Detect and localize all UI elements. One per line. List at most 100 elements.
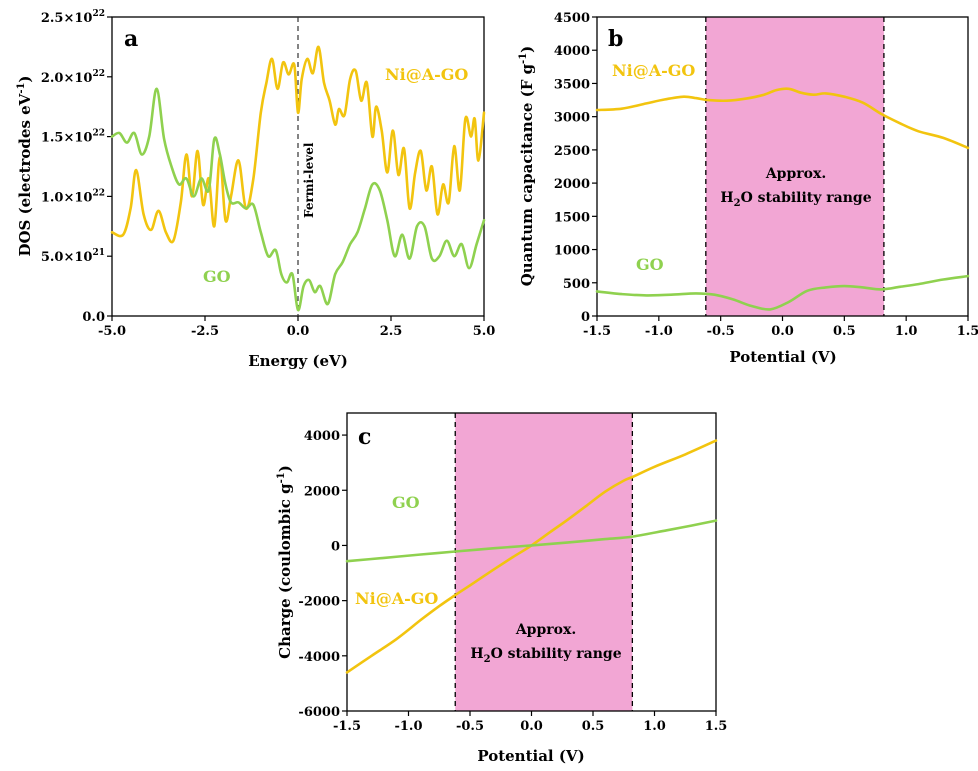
panel-b-xtick-label: -1.5 [583, 324, 611, 339]
panel-a-label: a [124, 26, 138, 52]
panel-c-region-text-1: Approx. [515, 622, 576, 638]
panel-a-ytick-exp: 22 [92, 129, 105, 139]
panel-a-ytick-label: 2.5×1022 [41, 9, 105, 26]
panel-c-ni-annotation: Ni@A-GO [355, 589, 438, 608]
panel-c-ytick-label: -2000 [298, 595, 340, 610]
panel-a-ytick-label: 1.0×1022 [41, 188, 105, 205]
panel-b-ytick-label: 3000 [554, 111, 590, 126]
panel-b-ytick-label: 1000 [554, 244, 590, 259]
panel-a: -5.0 -2.5 0.0 2.5 5.00.05.0×10211.0×10221.5×… [16, 9, 495, 370]
panel-a-ylabel-text: DOS (electrodes eV [16, 93, 34, 256]
panel-c-region-text-2: H2O stability range [470, 646, 621, 665]
panel-a-ytick-base: 0.0 [82, 310, 105, 325]
panel-a-ni-annotation: Ni@A-GO [385, 65, 468, 84]
panel-b: -1.5 -1.0 -0.5 0.0 0.5 1.0 1.5 0 500 1000 1500 2000… [518, 11, 978, 366]
panel-a-series-go [110, 87, 486, 312]
panel-b-xtick-label: 1.5 [957, 324, 978, 339]
panel-a-fermi-label: Fermi-level [302, 142, 316, 218]
panel-c-region-rest: O stability range [491, 646, 622, 662]
panel-b-series-ni-a-go [595, 87, 970, 150]
panel-c-xtick-label: 1.0 [643, 719, 666, 734]
panel-c-ylabel: Charge (coulombic g-1) [276, 465, 294, 659]
panel-b-ylabel: Quantum capacitance (F g-1) [518, 46, 536, 287]
panel-a-ytick-label: 0.0 [82, 310, 105, 325]
panel-a-xtick-label: 0.0 [287, 324, 310, 339]
panel-c-ytick-label: 0 [331, 539, 340, 554]
panel-a-ytick-label: 2.0×1022 [41, 69, 105, 86]
panel-a-series [110, 45, 486, 312]
panel-b-ylabel-end: ) [518, 46, 536, 53]
panel-b-ytick-label: 500 [563, 277, 590, 292]
panel-a-xtick-label: 5.0 [473, 324, 496, 339]
panel-a-xtick-label: 2.5 [380, 324, 403, 339]
panel-a-xlabel: Energy (eV) [248, 352, 348, 370]
panel-b-region-text-2: H2O stability range [720, 190, 871, 209]
panel-c-ticks: -1.5 -1.0 -0.5 0.0 0.5 1.0 1.5 -6000 -4000 -2000 0… [298, 413, 727, 734]
panel-b-region-rest: O stability range [741, 190, 872, 206]
panel-c-xtick-label: 1.5 [705, 719, 728, 734]
panel-a-ytick-base: 2.0×10 [41, 71, 93, 86]
panel-b-go-annotation: GO [636, 255, 664, 274]
panel-a-ytick-base: 2.5×10 [41, 11, 93, 26]
panel-a-xtick-label: -2.5 [191, 324, 219, 339]
panel-b-stability-region [705, 17, 884, 316]
panel-b-xtick-label: 0.5 [833, 324, 856, 339]
panel-a-ytick-base: 5.0×10 [41, 250, 93, 265]
panel-c-ylabel-sup: -1 [276, 472, 287, 483]
panel-b-region-sub: 2 [734, 198, 741, 209]
panel-c-stability-region [455, 413, 633, 711]
panel-c-ylabel-end: ) [276, 465, 294, 472]
panel-b-ytick-label: 1500 [554, 210, 590, 225]
panel-c-ylabel-text: Charge (coulombic g [276, 483, 294, 659]
panel-a-ytick-exp: 22 [92, 69, 105, 79]
panel-c-series-go [345, 519, 718, 563]
panel-c-ytick-label: 4000 [304, 429, 340, 444]
panel-c-xtick-label: -1.5 [333, 719, 361, 734]
panel-a-go-annotation: GO [203, 267, 231, 286]
panel-b-xtick-label: 0.0 [771, 324, 794, 339]
panel-c-label: c [358, 424, 371, 450]
panel-c-ytick-label: 2000 [304, 484, 340, 499]
panel-a-ylabel: DOS (electrodes eV-1) [16, 75, 34, 256]
panel-a-ylabel-sup: -1 [16, 83, 27, 94]
panel-b-ytick-label: 0 [581, 310, 590, 325]
panel-b-region-h: H [720, 190, 733, 206]
panel-c-series [345, 439, 718, 674]
panel-a-ytick-exp: 22 [92, 9, 105, 19]
panel-a-ytick-label: 5.0×1021 [41, 248, 105, 265]
panel-b-xlabel: Potential (V) [729, 348, 836, 366]
panel-b-ytick-label: 2500 [554, 144, 590, 159]
panel-c-region-sub: 2 [484, 654, 491, 665]
panel-b-xtick-label: -0.5 [707, 324, 735, 339]
panel-c-ytick-label: -6000 [298, 705, 340, 720]
panel-c-ytick-label: -4000 [298, 650, 340, 665]
panel-a-ytick-label: 1.5×1022 [41, 129, 105, 146]
panel-b-ylabel-text: Quantum capacitance (F g [518, 63, 536, 286]
panel-c-xtick-label: -1.0 [394, 719, 422, 734]
panel-b-xtick-label: -1.0 [645, 324, 673, 339]
panel-c: -1.5 -1.0 -0.5 0.0 0.5 1.0 1.5 -6000 -4000 -2000 0… [276, 412, 727, 765]
panel-c-xtick-label: 0.0 [520, 719, 543, 734]
panel-c-go-annotation: GO [392, 493, 420, 512]
panel-b-region-text-1: Approx. [765, 166, 826, 182]
panel-a-ytick-base: 1.0×10 [41, 190, 93, 205]
panel-a-ytick-exp: 21 [92, 248, 105, 258]
panel-b-label: b [608, 26, 623, 52]
panel-c-region-h: H [470, 646, 483, 662]
panel-c-xlabel: Potential (V) [477, 747, 584, 765]
panel-b-ticks: -1.5 -1.0 -0.5 0.0 0.5 1.0 1.5 0 500 1000 1500 2000… [554, 11, 978, 339]
panel-b-ytick-label: 2000 [554, 177, 590, 192]
panel-b-xtick-label: 1.0 [895, 324, 918, 339]
panel-b-ytick-label: 4500 [554, 11, 590, 26]
panel-b-ni-annotation: Ni@A-GO [612, 61, 695, 80]
panel-c-xtick-label: -0.5 [456, 719, 484, 734]
panel-a-ylabel-end: ) [16, 75, 34, 82]
panel-c-xtick-label: 0.5 [582, 719, 605, 734]
panel-a-ticks: -5.0 -2.5 0.0 2.5 5.00.05.0×10211.0×10221.5×… [41, 9, 495, 339]
panel-a-xtick-label: -5.0 [98, 324, 126, 339]
panel-b-ytick-label: 3500 [554, 77, 590, 92]
panel-b-ylabel-sup: -1 [518, 53, 529, 64]
panel-b-ytick-label: 4000 [554, 44, 590, 59]
panel-b-series-go [595, 274, 970, 311]
